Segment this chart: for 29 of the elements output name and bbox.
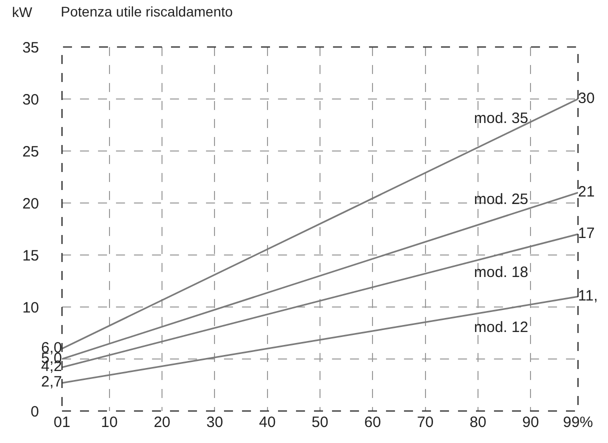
x-tick-label: 10: [101, 414, 118, 431]
x-tick-label: 30: [206, 414, 224, 431]
series-label: mod. 12: [474, 319, 528, 336]
chart-title: Potenza utile riscaldamento: [60, 3, 233, 20]
data-label: 30: [578, 90, 595, 107]
data-label: 17: [578, 224, 595, 242]
y-axis-title: kW: [12, 4, 33, 20]
x-tick-label: 99%: [562, 414, 594, 431]
series-label: mod. 18: [474, 264, 528, 281]
y-tick-label: 35: [22, 39, 39, 56]
x-tick-label: 80: [470, 414, 486, 431]
x-tick-label: 70: [416, 414, 434, 431]
x-tick-label: 50: [312, 414, 328, 431]
y-tick-label: 0: [30, 403, 39, 420]
x-tick-label: 20: [154, 414, 170, 431]
y-tick-label: 15: [22, 247, 39, 264]
series-label: mod. 35: [474, 110, 528, 127]
x-tick-label: 60: [364, 414, 381, 431]
x-tick-label: 40: [259, 414, 276, 431]
data-label: 2,7: [41, 374, 62, 391]
y-tick-label: 10: [22, 299, 39, 316]
y-tick-label: 30: [22, 91, 39, 108]
x-tick-label: 01: [54, 414, 70, 431]
x-tick-label: 90: [522, 414, 539, 431]
data-label: 21: [578, 183, 595, 200]
data-label: 11,: [578, 287, 598, 304]
y-tick-label: 20: [22, 195, 39, 212]
y-tick-label: 25: [22, 143, 39, 160]
series-label: mod. 25: [474, 191, 528, 208]
